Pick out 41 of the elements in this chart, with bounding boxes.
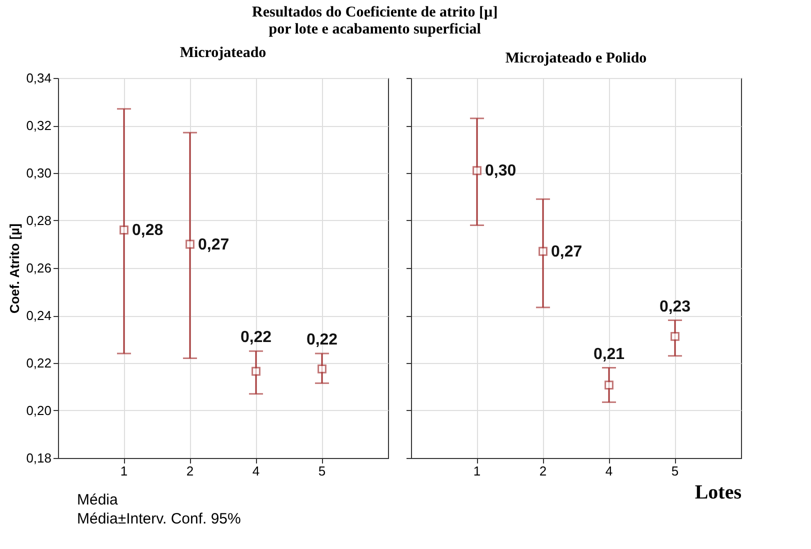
text: por lote e acabamento superficial [268,22,481,38]
point [120,226,128,234]
point [186,240,194,249]
y-tick-label: 0,32 [26,118,52,133]
point [252,366,260,376]
chart-title: Microjateado e Polido [505,50,647,66]
point [604,380,614,390]
text: Resultados do Coeficiente de atrito [µ] [252,4,498,20]
x-tick-label: 1 [120,464,128,478]
chart-title: Microjateado [180,45,266,61]
data-label: 0,22 [240,329,272,346]
x-tick-label: 5 [318,464,326,478]
data-label: 0,21 [593,346,625,363]
text: Média [77,492,119,508]
data-label: 0,27 [551,243,582,260]
point [318,364,326,374]
x-tick-label: 5 [671,464,679,478]
y-tick-label: 0,28 [26,213,52,228]
x-axis-title: Lotes [694,482,742,504]
y-tick-label: 0,34 [26,70,52,86]
x-tick-label: 2 [539,464,547,478]
text: Média±Interv. Conf. 95% [77,510,241,528]
y-tick-label: 0,30 [26,166,52,180]
x-tick-label: 1 [473,464,481,478]
y-tick-label: 0,26 [26,260,52,276]
data-label: 0,23 [659,298,691,316]
point [538,246,548,256]
data-label: 0,28 [132,222,164,239]
point [472,166,482,176]
y-tick-label: 0,20 [26,403,52,418]
x-tick-label: 2 [186,464,194,478]
y-tick-label: 0,18 [26,450,52,466]
data-label: 0,30 [485,162,516,180]
x-tick-label: 4 [605,464,613,478]
data-label: 0,27 [198,236,230,254]
x-tick-label: 4 [252,464,260,478]
y-tick-label: 0,24 [26,308,52,323]
y-axis-title: Coef. Atrito [µ] [7,223,22,314]
point [670,332,680,341]
data-label: 0,22 [306,332,338,348]
y-tick-label: 0,22 [26,356,52,370]
